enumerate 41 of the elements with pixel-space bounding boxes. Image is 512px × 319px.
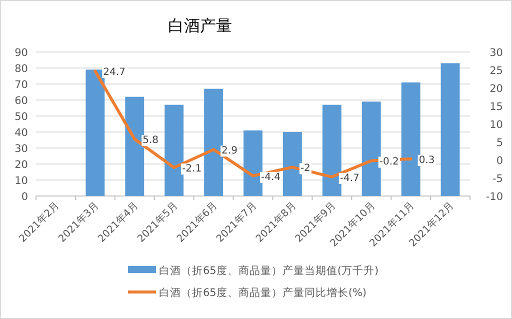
chart-title: 白酒产量 xyxy=(168,16,232,35)
y2-tick-label: 5 xyxy=(496,137,503,149)
data-label: -4.7 xyxy=(340,172,360,184)
bar xyxy=(401,82,420,196)
y-tick-label: 60 xyxy=(14,95,28,107)
data-label: 24.7 xyxy=(103,67,126,78)
bar xyxy=(322,104,342,196)
bar xyxy=(204,88,224,196)
y-tick-label: 80 xyxy=(14,63,28,75)
y-tick-label: 50 xyxy=(14,111,28,123)
y2-tick-label: 10 xyxy=(490,119,503,131)
y2-tick-label: 30 xyxy=(490,47,503,59)
data-label: 0.3 xyxy=(418,154,435,166)
y-tick-label: 70 xyxy=(14,79,28,91)
bar xyxy=(282,132,302,196)
bar xyxy=(362,102,381,196)
bar xyxy=(164,104,184,196)
y2-tick-label: -5 xyxy=(492,173,503,185)
bar xyxy=(440,63,460,196)
data-label: -2 xyxy=(300,163,310,174)
y2-tick-label: 20 xyxy=(490,83,503,95)
data-label: -2.1 xyxy=(182,164,202,175)
y-tick-label: 20 xyxy=(14,159,28,171)
y-tick-label: 30 xyxy=(14,143,28,155)
y2-tick-label: -10 xyxy=(486,191,503,203)
y2-tick-label: 25 xyxy=(490,65,503,77)
y-tick-label: 10 xyxy=(14,175,28,187)
data-label: 5.8 xyxy=(142,135,159,146)
data-label: -0.2 xyxy=(379,156,399,168)
y-tick-label: 40 xyxy=(14,127,28,139)
y2-tick-label: 15 xyxy=(490,101,503,113)
y2-tick-label: 0 xyxy=(496,155,503,167)
data-label: -4.4 xyxy=(261,172,281,183)
data-label: 2.9 xyxy=(222,146,238,157)
legend-label: 白酒（折65度、商品量）产量当期值(万千升) xyxy=(159,264,379,277)
bar xyxy=(244,130,262,196)
legend-label: 白酒（折65度、商品量）产量同比增长(%) xyxy=(159,286,367,299)
y-tick-label: 0 xyxy=(21,191,28,203)
bar xyxy=(125,96,144,196)
y-tick-label: 90 xyxy=(14,47,28,59)
bar xyxy=(86,70,105,196)
